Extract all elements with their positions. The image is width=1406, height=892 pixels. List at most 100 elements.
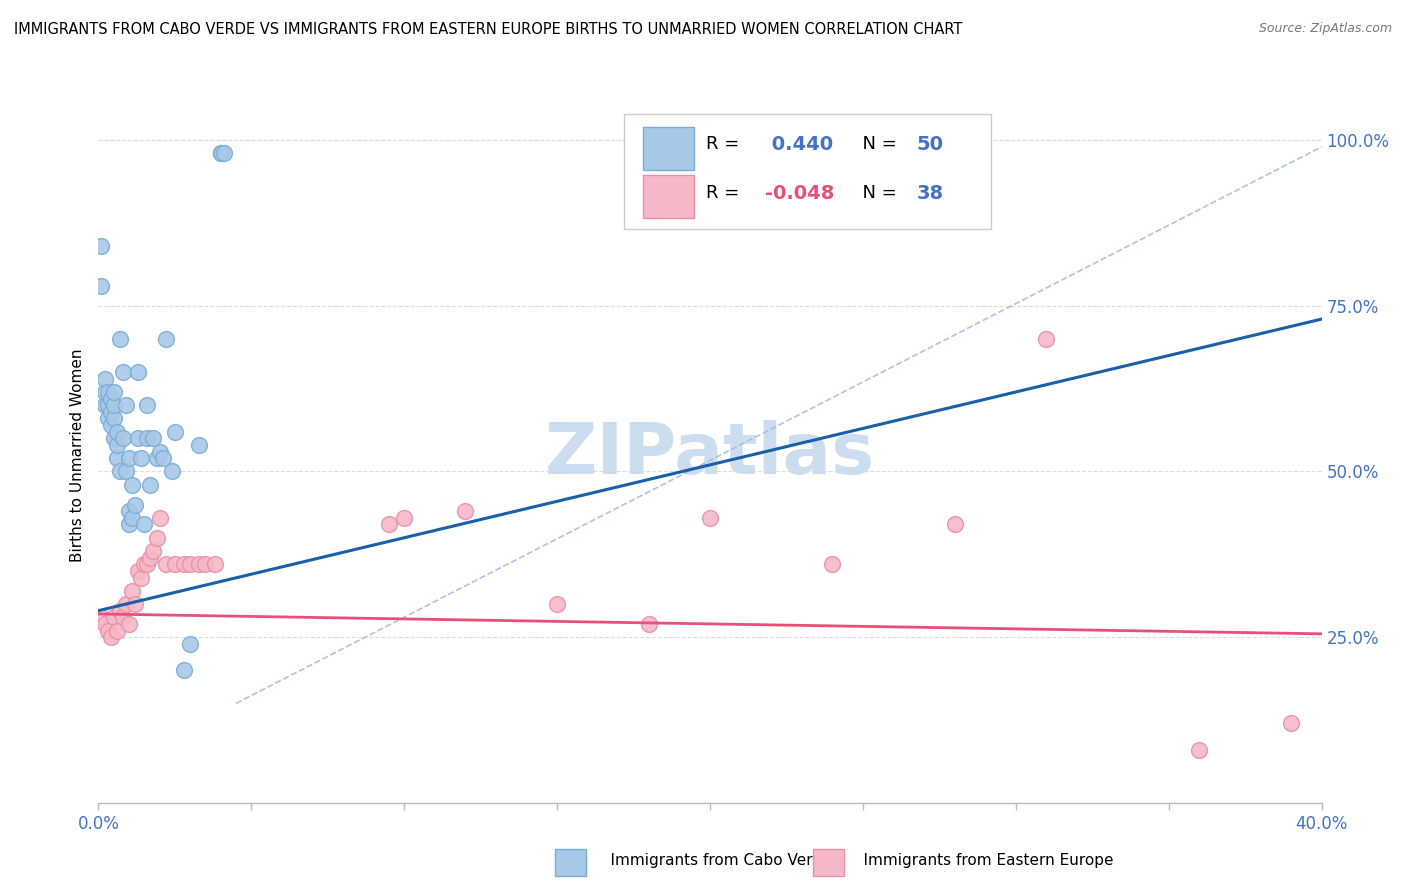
Point — [179, 558, 201, 572]
Point — [145, 451, 167, 466]
Text: 38: 38 — [917, 184, 943, 202]
Point — [93, 616, 115, 631]
Point — [134, 517, 156, 532]
FancyBboxPatch shape — [624, 114, 991, 229]
Point — [111, 365, 134, 379]
Point — [127, 431, 149, 445]
Text: R =: R = — [706, 135, 745, 153]
Point — [155, 558, 177, 572]
Point — [145, 531, 167, 545]
Point — [108, 465, 131, 479]
Point — [152, 451, 174, 466]
Point — [115, 465, 138, 479]
Point — [121, 511, 143, 525]
Point — [97, 384, 120, 399]
Text: N =: N = — [851, 184, 903, 202]
Point — [378, 517, 401, 532]
Text: 0.440: 0.440 — [765, 135, 834, 154]
Point — [105, 438, 128, 452]
Point — [97, 411, 120, 425]
Point — [118, 451, 141, 466]
Point — [392, 511, 416, 525]
Point — [124, 498, 146, 512]
Point — [142, 544, 165, 558]
Point — [134, 558, 156, 572]
Point — [127, 564, 149, 578]
Point — [173, 663, 195, 677]
Y-axis label: Births to Unmarried Women: Births to Unmarried Women — [69, 348, 84, 562]
Point — [546, 597, 568, 611]
Point — [93, 398, 115, 412]
Point — [163, 425, 186, 439]
Point — [90, 610, 112, 624]
Point — [124, 597, 146, 611]
Point — [139, 550, 162, 565]
Point — [1279, 716, 1302, 731]
Point — [129, 570, 152, 584]
Point — [118, 517, 141, 532]
Point — [149, 511, 172, 525]
Point — [821, 558, 844, 572]
Point — [142, 431, 165, 445]
Point — [93, 384, 115, 399]
Point — [100, 630, 122, 644]
Point — [103, 384, 125, 399]
Bar — [643, 175, 695, 219]
Point — [209, 146, 232, 161]
Point — [108, 332, 131, 346]
Point — [121, 477, 143, 491]
Point — [121, 583, 143, 598]
Point — [637, 616, 661, 631]
Point — [100, 392, 122, 406]
Text: Immigrants from Eastern Europe: Immigrants from Eastern Europe — [844, 854, 1114, 868]
Point — [97, 398, 120, 412]
Point — [454, 504, 477, 518]
Point — [699, 511, 721, 525]
Point — [105, 425, 128, 439]
Point — [136, 431, 159, 445]
Point — [209, 146, 232, 161]
Point — [129, 451, 152, 466]
Point — [943, 517, 966, 532]
Point — [111, 431, 134, 445]
Text: R =: R = — [706, 184, 745, 202]
Point — [1188, 743, 1211, 757]
Point — [179, 637, 201, 651]
Point — [105, 624, 128, 638]
Point — [136, 398, 159, 412]
Point — [163, 558, 186, 572]
Point — [103, 610, 125, 624]
Point — [118, 504, 141, 518]
Point — [204, 558, 226, 572]
Point — [149, 444, 172, 458]
Point — [155, 332, 177, 346]
Point — [188, 438, 211, 452]
Text: Source: ZipAtlas.com: Source: ZipAtlas.com — [1258, 22, 1392, 36]
Text: N =: N = — [851, 135, 903, 153]
Point — [139, 477, 162, 491]
Point — [1035, 332, 1057, 346]
Point — [212, 146, 235, 161]
Point — [115, 597, 138, 611]
Point — [105, 451, 128, 466]
Point — [97, 624, 120, 638]
Point — [93, 372, 115, 386]
Point — [173, 558, 195, 572]
Point — [111, 610, 134, 624]
Point — [90, 239, 112, 253]
Point — [103, 398, 125, 412]
Point — [194, 558, 217, 572]
Point — [108, 604, 131, 618]
Text: -0.048: -0.048 — [765, 184, 834, 202]
Point — [160, 465, 183, 479]
Point — [90, 279, 112, 293]
Point — [103, 431, 125, 445]
Point — [118, 616, 141, 631]
Point — [115, 398, 138, 412]
Text: IMMIGRANTS FROM CABO VERDE VS IMMIGRANTS FROM EASTERN EUROPE BIRTHS TO UNMARRIED: IMMIGRANTS FROM CABO VERDE VS IMMIGRANTS… — [14, 22, 963, 37]
Point — [188, 558, 211, 572]
Text: Immigrants from Cabo Verde: Immigrants from Cabo Verde — [591, 854, 831, 868]
Bar — [643, 127, 695, 169]
Point — [100, 405, 122, 419]
Point — [100, 418, 122, 433]
